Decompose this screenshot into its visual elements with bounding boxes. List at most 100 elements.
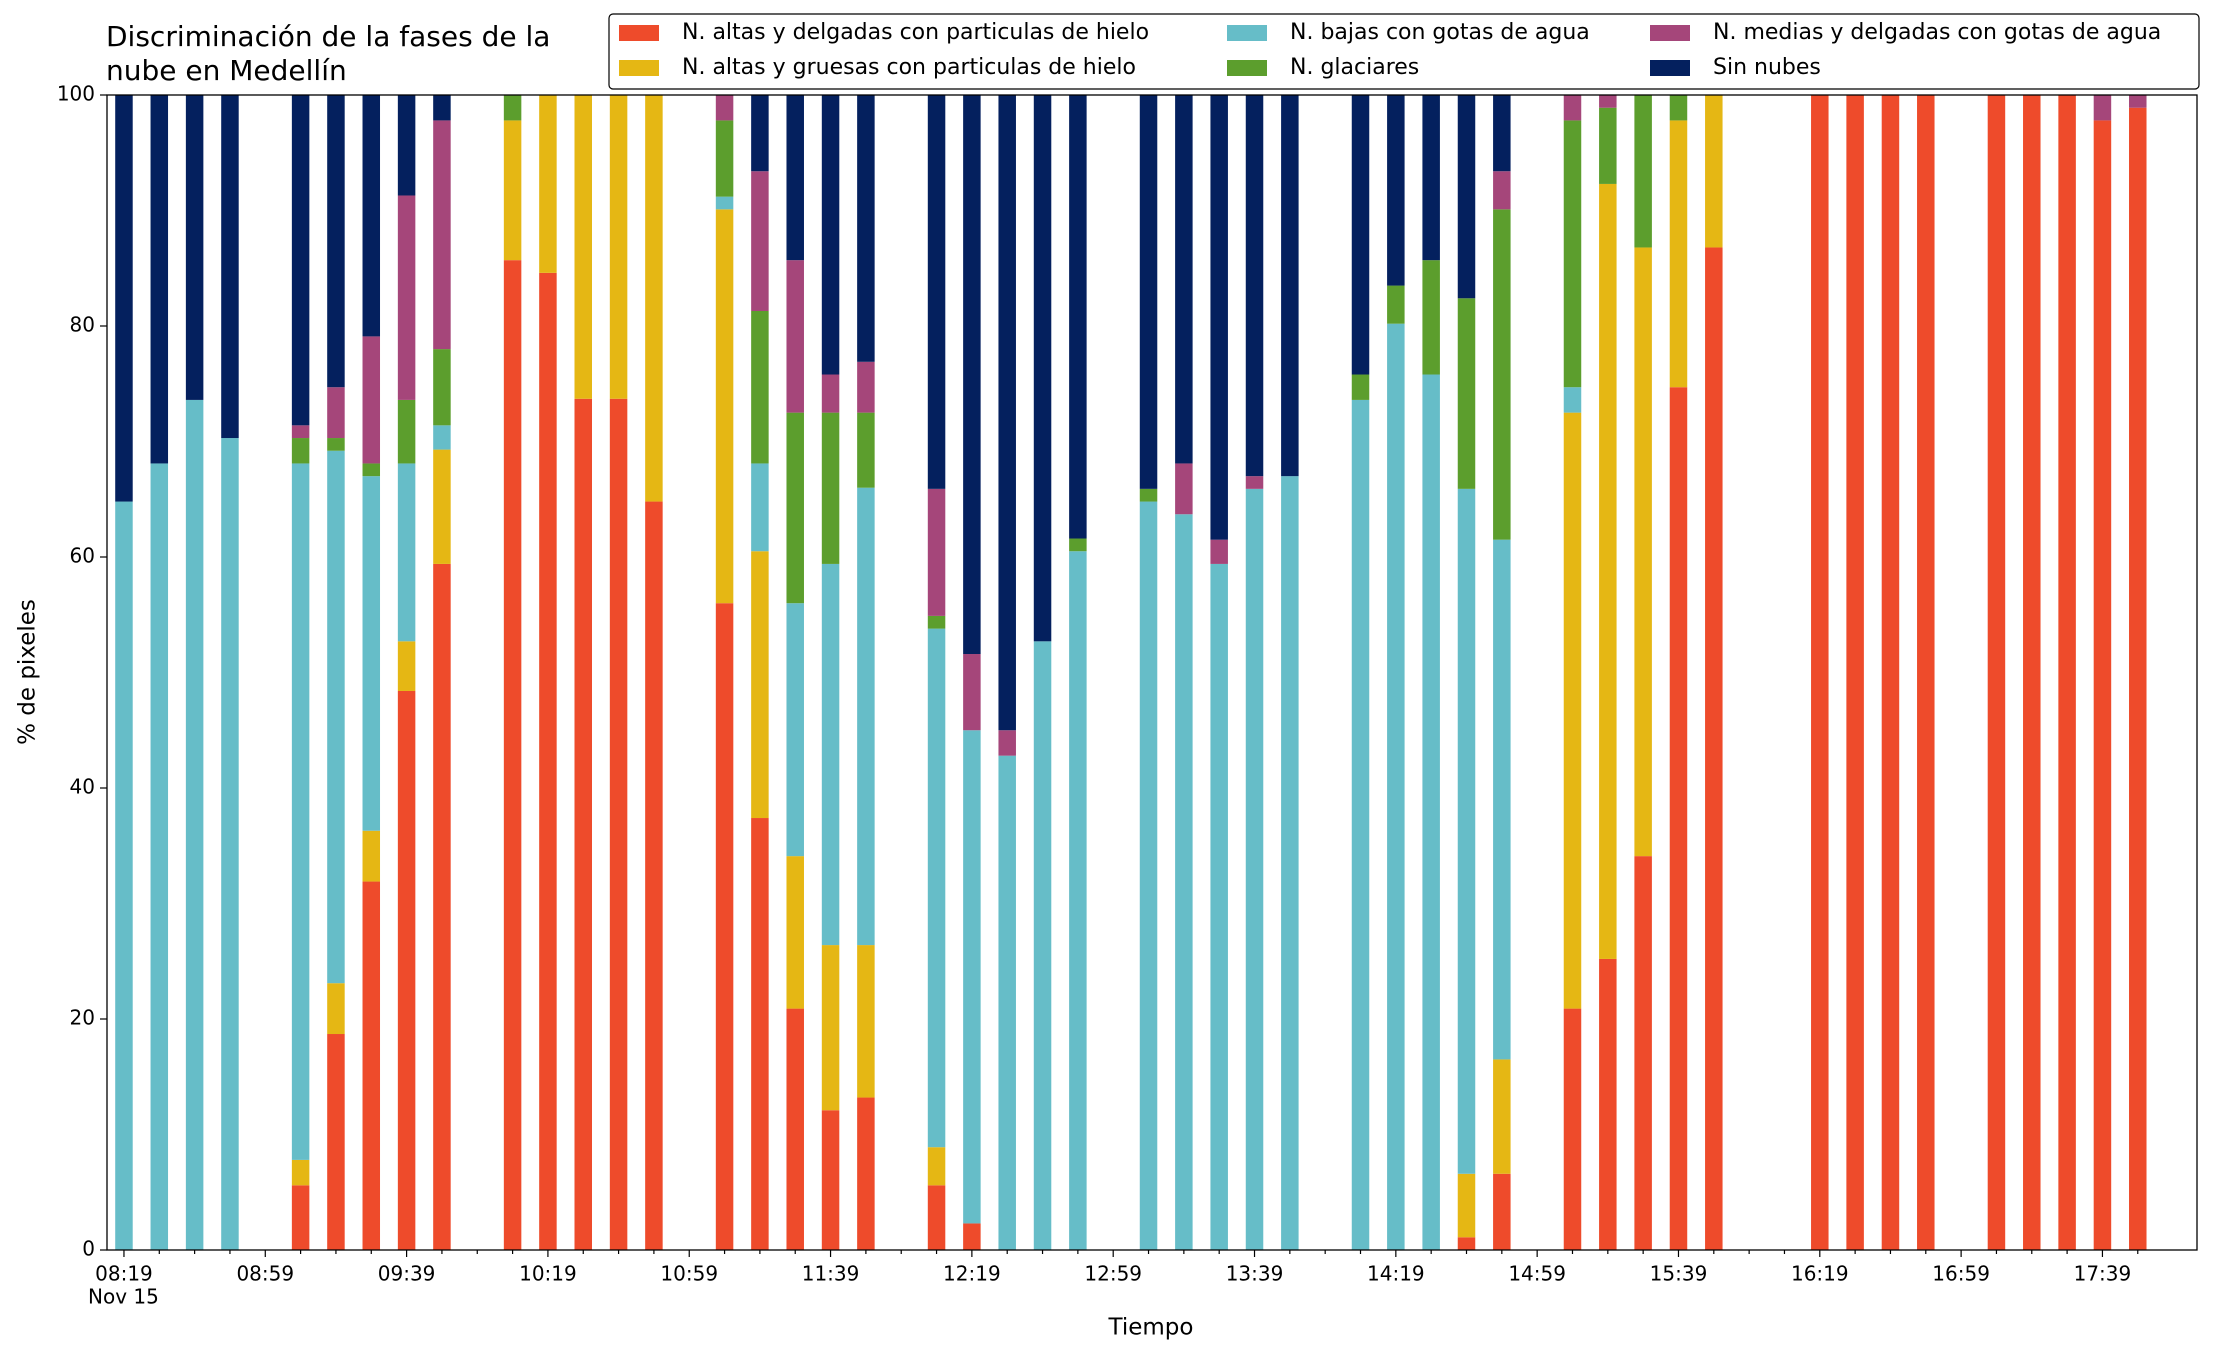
bar-segment <box>786 603 804 857</box>
bar-segment <box>751 551 769 819</box>
bar-segment <box>1669 387 1688 1251</box>
bar-segment <box>433 349 451 426</box>
bar-segment <box>1422 374 1440 1250</box>
bar-segment <box>1245 476 1264 489</box>
bar-segment <box>1634 95 1652 248</box>
bar-segment <box>115 95 133 502</box>
bar-segment <box>1599 107 1617 184</box>
bar-segment <box>362 476 381 831</box>
bar-segment <box>1210 563 1228 1250</box>
bar-segment <box>821 412 840 564</box>
bar-segment <box>291 1159 310 1186</box>
bar-segment <box>821 1110 840 1250</box>
bar-segment <box>786 412 804 604</box>
y-tick-label: 20 <box>70 1006 95 1030</box>
legend-swatch <box>619 25 659 41</box>
bar-segment <box>751 818 769 1250</box>
bar-segment <box>150 463 169 1250</box>
bar-segment <box>362 463 381 477</box>
bar-segment <box>397 463 416 642</box>
y-axis-label: % de pixeles <box>15 599 41 745</box>
bar-segment <box>503 260 522 1250</box>
plot-frame <box>106 94 2198 1251</box>
bar-segment <box>397 399 416 464</box>
bar-segment <box>327 438 345 451</box>
bar-segment <box>503 95 522 121</box>
bar-segment <box>998 755 1016 1250</box>
bar-segment <box>1457 1237 1476 1250</box>
bar-segment <box>1139 488 1158 502</box>
y-tick-label: 40 <box>70 775 95 799</box>
y-tick-label: 60 <box>70 544 95 568</box>
bar-segment <box>645 501 663 1250</box>
bar-segment <box>433 120 451 350</box>
bar-segment <box>185 95 204 400</box>
bar-segment <box>1563 1008 1582 1250</box>
x-tick-label: 15:39 <box>1650 1262 1708 1286</box>
bar-segment <box>362 881 381 1250</box>
bar-segment <box>1387 95 1405 286</box>
x-tick-label: 12:59 <box>1084 1262 1142 1286</box>
bar-segment <box>1493 539 1511 1060</box>
bar-segment <box>2058 95 2076 1250</box>
x-tick-label: 14:19 <box>1367 1262 1425 1286</box>
x-tick-label: 16:19 <box>1791 1262 1849 1286</box>
bar-segment <box>1493 171 1511 210</box>
bar-segment <box>1069 551 1087 1250</box>
legend-label: N. altas y delgadas con particulas de hi… <box>682 20 1149 45</box>
bar-segment <box>1210 539 1228 564</box>
x-tick-label: 17:39 <box>2074 1262 2132 1286</box>
bar-segment <box>786 95 804 261</box>
bar-segment <box>715 196 734 210</box>
bar-segment <box>397 95 416 196</box>
x-tick-label: 10:59 <box>660 1262 718 1286</box>
bar-segment <box>221 95 239 439</box>
bar-segment <box>574 95 592 399</box>
bar-segment <box>2129 95 2147 108</box>
bar-segment <box>503 120 522 261</box>
legend-swatch <box>619 60 659 76</box>
legend-label: Sin nubes <box>1713 55 1821 80</box>
x-tick-label: 12:19 <box>943 1262 1001 1286</box>
bar-segment <box>397 195 416 400</box>
bar-segment <box>2023 95 2041 1250</box>
bar-segment <box>433 563 451 1250</box>
bar-segment <box>397 641 416 691</box>
bar-segment <box>1493 1173 1511 1250</box>
bar-segment <box>327 450 345 984</box>
bar-segment <box>221 438 239 1250</box>
bar-segment <box>857 487 875 946</box>
bar-segment <box>963 1223 981 1250</box>
bar-segment <box>1245 488 1264 1251</box>
bar-segment <box>786 856 804 1009</box>
bar-segment <box>927 1185 946 1250</box>
bar-segment <box>1033 641 1052 1250</box>
bar-segment <box>327 387 345 439</box>
x-tick-label: 08:19 <box>95 1262 153 1286</box>
bar-segment <box>857 95 875 362</box>
y-tick-label: 80 <box>70 313 95 337</box>
bar-segment <box>1351 374 1370 400</box>
bar-segment <box>715 603 734 1250</box>
bar-segment <box>1422 260 1440 375</box>
bar-segment <box>1669 120 1688 388</box>
bar-segment <box>1563 387 1582 413</box>
bar-segment <box>1069 95 1087 539</box>
bar-segment <box>1422 95 1440 261</box>
bar-segment <box>1846 95 1864 1250</box>
bar-segment <box>1281 476 1299 1250</box>
legend-label: N. bajas con gotas de agua <box>1290 20 1590 45</box>
legend-swatch <box>1227 25 1267 41</box>
bar-segment <box>291 463 310 1160</box>
bar-segment <box>1069 538 1087 552</box>
bar-segment <box>609 398 628 1250</box>
bar-segment <box>751 171 769 311</box>
legend-box <box>608 13 2200 90</box>
x-tick-label: 09:39 <box>378 1262 436 1286</box>
bar-segment <box>2093 95 2112 121</box>
bar-segment <box>1457 298 1476 489</box>
bar-segment <box>609 95 628 399</box>
bar-segment <box>857 945 875 1098</box>
